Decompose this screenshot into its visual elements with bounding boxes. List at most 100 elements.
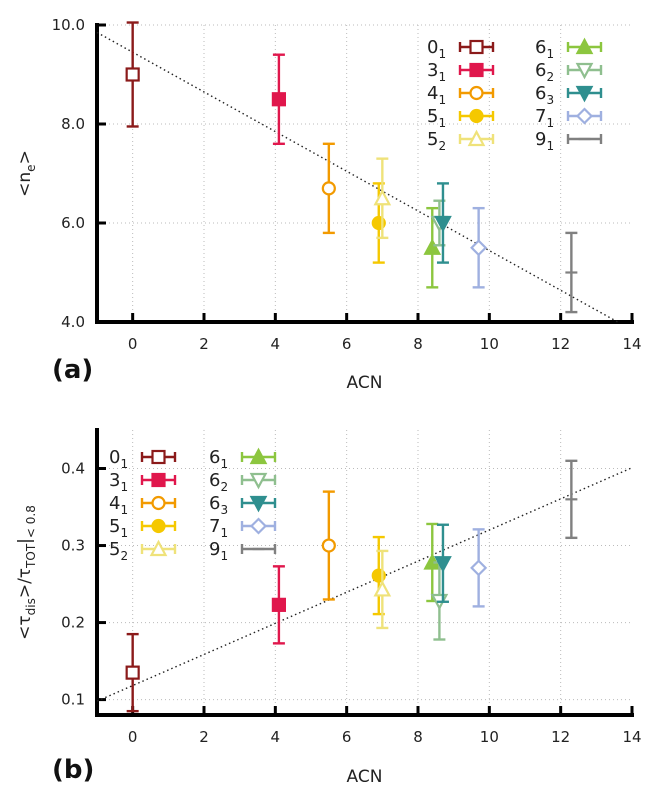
- legend-label: 41: [427, 83, 446, 107]
- data-point-0-1: [125, 632, 140, 713]
- legend-label: 01: [427, 37, 446, 61]
- legend-label: 31: [427, 60, 446, 84]
- legend-label: 63: [209, 493, 228, 517]
- legend-marker-triangle-open: [467, 129, 486, 147]
- marker-triangle-open: [373, 580, 392, 597]
- marker-diamond-open: [470, 559, 488, 577]
- marker-diamond-open: [470, 239, 488, 257]
- data-point-4-1: [321, 142, 336, 235]
- x-tick-label: 14: [622, 335, 641, 353]
- legend-label: 91: [535, 129, 554, 153]
- x-tick-label: 10: [480, 728, 499, 746]
- x-tick-label: 8: [413, 728, 423, 746]
- legend-entry-7-1: 71: [535, 106, 603, 130]
- x-tick-label: 4: [271, 728, 281, 746]
- legend-entry-5-1: 51: [427, 106, 495, 130]
- y-tick-label: 0.2: [61, 614, 85, 632]
- fit-line: [96, 467, 633, 702]
- legend-marker-circle: [469, 108, 484, 124]
- panel-label: (b): [52, 755, 94, 785]
- legend-entry-6-1: 61: [209, 447, 277, 471]
- legend-label: 62: [535, 60, 554, 84]
- panel-b-chart: 0 2 4 6 8 10 12 14 0.1 0.2 0.3 0.4 ACN <τdis>/τTOT|< …: [15, 428, 642, 787]
- legend-label: 63: [535, 83, 554, 107]
- y-tick-label: 0.1: [61, 691, 85, 709]
- legend-marker-square-open: [151, 449, 166, 465]
- legend-marker-circle-open: [469, 85, 484, 101]
- legend-label: 52: [427, 129, 446, 153]
- x-tick-label: 8: [413, 335, 423, 353]
- data-point-6-3: [434, 523, 452, 603]
- y-tick-label: 4.0: [61, 313, 85, 331]
- legend-marker-diamond-open: [575, 107, 594, 125]
- x-tick-label: 2: [199, 335, 209, 353]
- legend-marker-triangle-open: [149, 539, 168, 557]
- data-point-3-1: [271, 565, 286, 645]
- legend-label: 61: [209, 447, 228, 471]
- marker-square-open: [125, 665, 140, 680]
- legend-label: 31: [109, 470, 128, 494]
- legend-entry-5-2: 52: [427, 129, 495, 153]
- legend-label: 71: [535, 106, 554, 130]
- data-point-7-1: [470, 206, 488, 289]
- x-tick-label: 12: [551, 335, 570, 353]
- legend-entry-4-1: 41: [427, 83, 495, 107]
- legend-marker-diamond-open: [249, 517, 268, 535]
- y-tick-label: 0.3: [61, 537, 85, 555]
- marker-circle-open: [321, 181, 336, 196]
- data-point-9-1: [565, 231, 578, 314]
- legend-marker-square: [469, 62, 484, 78]
- marker-square-open: [125, 67, 140, 82]
- y-axis-label: <τdis>/τTOT|< 0.8: [15, 505, 38, 640]
- legend-entry-7-1: 71: [209, 516, 277, 540]
- marker-triangle-down: [434, 556, 452, 573]
- legend-marker-triangle-down-open: [575, 62, 594, 80]
- panel-label: (a): [52, 355, 93, 385]
- marker-circle-open: [321, 538, 336, 553]
- legend-entry-6-1: 61: [535, 37, 603, 61]
- legend-marker-square-open: [469, 39, 484, 55]
- legend-label: 01: [109, 447, 128, 471]
- x-tick-label: 2: [199, 728, 209, 746]
- legend-marker-triangle: [575, 37, 594, 55]
- legend-label: 71: [209, 516, 228, 540]
- x-tick-label: 10: [480, 335, 499, 353]
- legend-label: 41: [109, 493, 128, 517]
- legend-marker-triangle-down-open: [249, 472, 268, 490]
- legend-label: 61: [535, 37, 554, 61]
- legend-entry-5-1: 51: [109, 516, 177, 540]
- y-tick-label: 6.0: [61, 214, 85, 232]
- legend-entry-3-1: 31: [427, 60, 495, 84]
- x-tick-label: 14: [622, 728, 641, 746]
- data-point-6-1: [423, 206, 442, 289]
- legend-marker-circle-open: [151, 495, 166, 511]
- data-point-7-1: [470, 528, 488, 608]
- panel-a-chart: 0 2 4 6 8 10 12 14 4.0 6.0 8.0 10.0 ACN <ne> (a) 013141…: [15, 16, 642, 393]
- marker-square: [271, 597, 286, 612]
- x-tick-label: 4: [271, 335, 281, 353]
- marker-triangle-down: [434, 215, 452, 233]
- x-axis-label: ACN: [347, 373, 383, 393]
- y-axis-label: <ne>: [15, 150, 38, 197]
- marker-triangle: [423, 238, 442, 255]
- data-point-0-1: [125, 21, 140, 128]
- legend-label: 51: [427, 106, 446, 130]
- legend-marker-triangle: [249, 447, 268, 465]
- legend-entry-5-2: 52: [109, 539, 177, 563]
- fit-line: [96, 31, 619, 323]
- x-tick-label: 0: [128, 728, 138, 746]
- legend-entry-3-1: 31: [109, 470, 177, 494]
- legend-label: 62: [209, 470, 228, 494]
- legend-marker-triangle-down: [575, 85, 594, 103]
- legend-entry-6-2: 62: [535, 60, 603, 84]
- legend-label: 51: [109, 516, 128, 540]
- legend-marker-square: [151, 472, 166, 488]
- x-axis-label: ACN: [347, 767, 383, 787]
- legend-entry-6-2: 62: [209, 470, 277, 494]
- legend-entry-9-1: 91: [209, 539, 277, 563]
- data-point-4-1: [321, 490, 336, 601]
- legend-entry-0-1: 01: [427, 37, 495, 61]
- legend-label: 52: [109, 539, 128, 563]
- y-tick-label: 8.0: [61, 115, 85, 133]
